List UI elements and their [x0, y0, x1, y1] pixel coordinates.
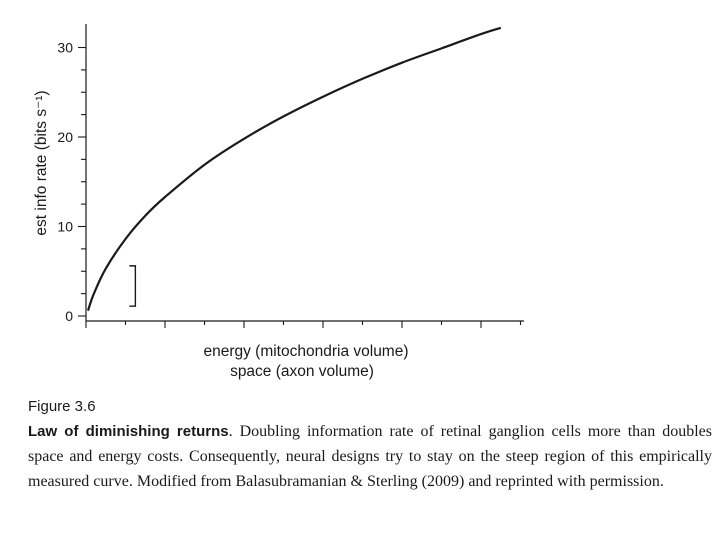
- caption-paragraph: Law of diminishing returns. Doubling inf…: [28, 419, 712, 494]
- caption-title: Law of diminishing returns: [28, 423, 229, 440]
- scale-bar: [129, 265, 137, 307]
- figure-caption: Figure 3.6 Law of diminishing returns. D…: [28, 398, 712, 494]
- y-tick-label: 0: [65, 308, 73, 324]
- series-line: [86, 26, 502, 311]
- y-ticks: [78, 46, 86, 317]
- y-tick-labels: 0 10 20 30: [57, 40, 73, 325]
- chart: 0 10 20 30 est info rate (bits s⁻¹) energy …: [33, 24, 524, 380]
- x-axis-title-line1: energy (mitochondria volume): [203, 343, 408, 360]
- y-tick-label: 30: [57, 40, 73, 56]
- y-axis-title: est info rate (bits s⁻¹): [33, 90, 50, 235]
- caption-body: . Doubling information rate of retinal g…: [28, 423, 712, 490]
- y-tick-label: 20: [57, 129, 73, 145]
- figure-label: Figure 3.6: [28, 398, 96, 415]
- x-axis-title-line2: space (axon volume): [230, 363, 374, 380]
- chart-axes: [85, 24, 524, 322]
- y-tick-label: 10: [57, 219, 73, 235]
- x-ticks: [85, 321, 522, 328]
